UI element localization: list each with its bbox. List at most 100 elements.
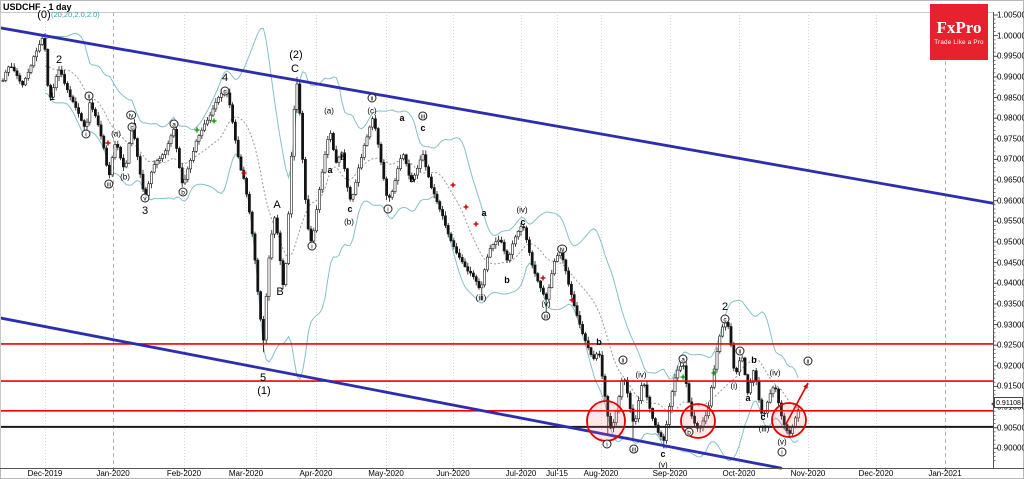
y-axis-price-label: 0.98500: [997, 93, 1024, 103]
wave-label: (v): [777, 437, 787, 447]
wave-label-circled: c: [220, 86, 230, 96]
y-axis-price-label: 0.95000: [997, 237, 1024, 247]
wave-label: b: [409, 174, 415, 184]
wave-label: (iv): [769, 368, 781, 378]
y-axis-price-label: 0.94500: [997, 258, 1024, 268]
wave-label: (v): [658, 460, 668, 470]
wave-label: b: [340, 152, 346, 162]
wave-label: c: [660, 449, 666, 459]
wave-label-circled: b: [178, 187, 188, 197]
wave-label: 3: [141, 205, 149, 217]
wave-label-circled: ii: [84, 91, 94, 101]
x-axis-date-label: Jul-15: [546, 469, 568, 478]
wave-label: a: [745, 393, 751, 403]
x-axis-date-label: Dec-2019: [27, 469, 63, 478]
wave-label: 5: [259, 372, 267, 384]
wave-label: (iv): [635, 370, 647, 380]
y-axis-price-label: 0.90500: [997, 423, 1024, 433]
wave-label-circled: v: [140, 193, 150, 203]
wave-label: (i): [730, 381, 738, 391]
wave-label-circled: c: [127, 122, 137, 132]
wave-label: a: [399, 113, 405, 123]
wave-label: (iii): [475, 293, 487, 303]
wave-label: (1): [257, 385, 271, 397]
current-price-marker: 0.91108: [991, 397, 1023, 409]
wave-label-circled: iii: [541, 311, 551, 321]
y-axis-price-label: 0.97500: [997, 134, 1024, 144]
y-axis-price-label: 0.92000: [997, 361, 1024, 371]
wave-label: 1: [48, 91, 56, 103]
wave-label: (0): [37, 9, 51, 21]
wave-label: A: [273, 199, 281, 211]
wave-label: 4: [221, 72, 229, 84]
wave-label: (b): [120, 172, 130, 182]
x-axis-date-label: Oct-2020: [722, 469, 756, 478]
wave-label: 2: [55, 54, 63, 66]
wave-label: b: [596, 337, 602, 347]
y-axis-price-label: 1.00500: [997, 10, 1024, 20]
wave-label: b: [504, 275, 510, 285]
wave-label-circled: i: [81, 129, 91, 139]
fxpro-logo: FxPro Trade Like a Pro: [930, 4, 988, 60]
wave-label-circled: iii: [104, 179, 114, 189]
wave-label-circled: b: [684, 427, 694, 437]
y-axis-price-label: 0.90000: [997, 443, 1024, 453]
wave-label: (a): [111, 129, 121, 139]
wave-label-circled: iv: [126, 110, 136, 120]
y-axis-price-label: 0.93000: [997, 320, 1024, 330]
candles: [1, 33, 800, 449]
wave-label: a: [481, 208, 487, 218]
wave-label-circled: i: [777, 447, 787, 457]
x-axis-date-label: Apr-2020: [299, 469, 333, 478]
wave-label: 2: [721, 301, 729, 313]
wave-label: (iii): [758, 424, 770, 434]
y-axis-price-label: 0.92500: [997, 340, 1024, 350]
wave-label: (v): [541, 299, 551, 309]
y-axis-price-label: 0.99000: [997, 72, 1024, 82]
wave-label: b: [751, 355, 757, 365]
wave-label-circled: i: [602, 439, 612, 449]
y-axis-price-label: 0.96500: [997, 175, 1024, 185]
wave-label: c: [520, 217, 526, 227]
bollinger-indicator-label: (20,20,2.0,2.0): [51, 10, 100, 19]
wave-label: (a): [324, 106, 334, 116]
x-axis-date-label: Aug-2020: [583, 469, 619, 478]
x-axis-date-label: Jan-2021: [928, 469, 962, 478]
x-axis-date-label: Nov-2020: [790, 469, 826, 478]
y-axis-price-label: 0.99500: [997, 51, 1024, 61]
wave-label: c: [347, 204, 353, 214]
x-axis-date-label: Sep-2020: [652, 469, 688, 478]
wave-label: (2): [289, 49, 303, 61]
y-axis-price-label: 0.93500: [997, 299, 1024, 309]
x-axis-date-label: Mar-2020: [228, 469, 264, 478]
chart-title: USDCHF - 1 day: [3, 2, 72, 12]
x-axis-date-label: May-2020: [368, 469, 404, 478]
wave-label-circled: ii: [803, 356, 813, 366]
x-axis-date-label: Dec-2020: [858, 469, 894, 478]
wave-label-circled: i: [307, 241, 317, 251]
wave-label: (b): [344, 217, 354, 227]
wave-label-circled: ii: [735, 346, 745, 356]
wave-label: B: [276, 286, 284, 298]
wave-label-circled: ii: [618, 355, 628, 365]
wave-label: c: [760, 412, 766, 422]
wave-label-circled: c: [720, 314, 730, 324]
wave-label: C: [291, 63, 299, 75]
y-axis-price-label: 0.91500: [997, 381, 1024, 391]
wave-label: c: [420, 123, 426, 133]
y-axis-price-label: 0.97000: [997, 154, 1024, 164]
wave-label-circled: iii: [629, 444, 639, 454]
y-axis-price-label: 0.94000: [997, 278, 1024, 288]
x-axis-date-label: Feb-2020: [166, 469, 202, 478]
wave-label-circled: ii: [367, 93, 377, 103]
y-axis-price-label: 0.95500: [997, 216, 1024, 226]
wave-label-circled: iii: [418, 111, 428, 121]
wave-label-circled: iv: [557, 244, 567, 254]
wave-label-circled: i: [383, 204, 393, 214]
wave-label: (c): [367, 106, 377, 116]
x-axis-date-label: Jul-2020: [505, 469, 537, 478]
x-axis-date-label: Jan-2020: [96, 469, 130, 478]
wave-label: (iv): [516, 205, 528, 215]
